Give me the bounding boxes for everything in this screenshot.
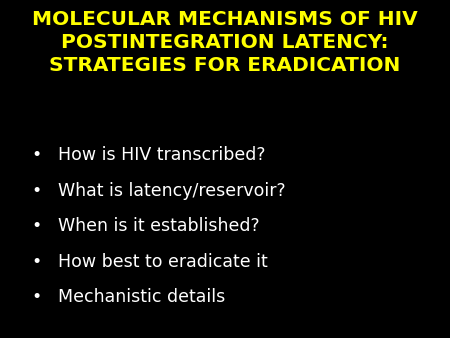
Text: When is it established?: When is it established? [58, 217, 260, 236]
Text: What is latency/reservoir?: What is latency/reservoir? [58, 182, 286, 200]
Text: How best to eradicate it: How best to eradicate it [58, 253, 268, 271]
Text: •: • [31, 217, 41, 236]
Text: •: • [31, 146, 41, 165]
Text: MOLECULAR MECHANISMS OF HIV
POSTINTEGRATION LATENCY:
STRATEGIES FOR ERADICATION: MOLECULAR MECHANISMS OF HIV POSTINTEGRAT… [32, 10, 418, 75]
Text: Mechanistic details: Mechanistic details [58, 288, 226, 307]
Text: •: • [31, 182, 41, 200]
Text: •: • [31, 253, 41, 271]
Text: •: • [31, 288, 41, 307]
Text: How is HIV transcribed?: How is HIV transcribed? [58, 146, 266, 165]
